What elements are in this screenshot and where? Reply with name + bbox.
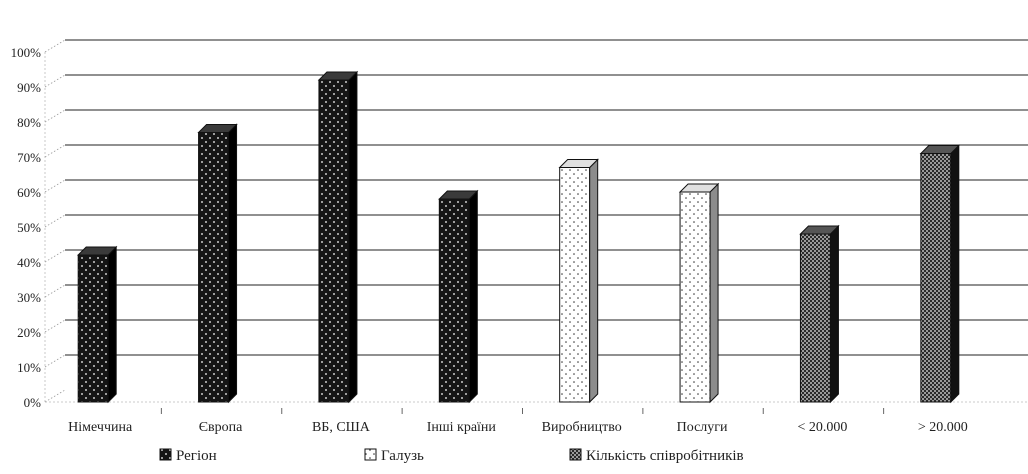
x-tick-label: Інші країни	[427, 420, 497, 435]
bar-front	[799, 233, 831, 403]
bar	[76, 245, 118, 404]
bar-top	[76, 246, 118, 256]
bar-side	[468, 189, 478, 404]
bar-front	[438, 198, 470, 403]
bar	[197, 123, 238, 404]
bar-front	[77, 254, 109, 403]
bar-side	[709, 182, 719, 404]
x-tick-label: > 20.000	[918, 420, 968, 435]
y-tick-label: 80%	[17, 115, 41, 130]
x-tick-label: < 20.000	[797, 420, 847, 435]
bar-front	[920, 153, 952, 403]
legend: Регіон Галузь Кількість співробітників	[159, 448, 744, 464]
bar	[678, 182, 720, 404]
bar-top	[799, 225, 840, 235]
bar-side	[589, 158, 599, 404]
depth-tick	[44, 39, 66, 53]
bar-top	[678, 183, 720, 193]
y-tick-label: 70%	[17, 150, 41, 165]
bar-side	[950, 144, 960, 404]
legend-item: Галузь	[364, 448, 424, 464]
bar-front	[679, 191, 711, 403]
legend-label: Кількість співробітників	[586, 448, 744, 464]
bar-front	[559, 167, 591, 403]
y-tick-label: 50%	[17, 220, 41, 235]
bar-top	[197, 124, 238, 133]
x-tick-label: ВБ, США	[312, 420, 371, 435]
depth-tick	[44, 179, 66, 193]
legend-swatch	[569, 448, 582, 461]
depth-tick	[44, 109, 66, 123]
bar-front	[318, 79, 350, 403]
y-tick-label: 20%	[17, 325, 41, 340]
bar	[438, 189, 479, 404]
x-tick-label: Європа	[199, 420, 243, 435]
bar-front	[198, 132, 230, 403]
y-tick-label: 0%	[24, 395, 42, 410]
depth-tick	[44, 319, 66, 333]
depth-tick	[44, 74, 66, 88]
bar-side	[348, 70, 358, 404]
bars	[76, 70, 961, 404]
x-tick-label: Виробництво	[542, 420, 622, 435]
gridlines	[44, 39, 1028, 403]
depth-tick	[44, 144, 66, 158]
bar-top	[317, 71, 359, 81]
depth-tick	[44, 354, 66, 368]
bar	[317, 70, 359, 404]
y-tick-label: 90%	[17, 80, 41, 95]
y-tick-label: 10%	[17, 360, 41, 375]
bar	[799, 224, 840, 404]
y-tick-label: 100%	[11, 45, 42, 60]
bar-side	[228, 123, 238, 404]
y-tick-label: 40%	[17, 255, 41, 270]
depth-tick	[44, 389, 66, 403]
depth-tick	[44, 284, 66, 298]
bar	[919, 144, 961, 404]
bar-top	[558, 159, 599, 168]
legend-item: Регіон	[159, 448, 217, 464]
x-axis: Німеччина Європа ВБ, США Інші країни Виробни…	[68, 408, 968, 435]
y-tick-label: 30%	[17, 290, 41, 305]
bar	[558, 158, 599, 404]
y-tick-label: 60%	[17, 185, 41, 200]
bar-top	[438, 190, 479, 200]
legend-label: Регіон	[176, 448, 217, 464]
legend-swatch	[364, 448, 377, 461]
bar-top	[919, 145, 961, 154]
legend-swatch	[159, 448, 172, 461]
x-tick-label: Послуги	[677, 420, 728, 435]
legend-item: Кількість співробітників	[569, 448, 744, 464]
bar-side	[107, 245, 117, 404]
bar-side	[829, 224, 839, 404]
depth-tick	[44, 214, 66, 228]
depth-tick	[44, 249, 66, 263]
y-axis: 0% 10% 20% 30% 40% 50% 60% 70% 80% 90% 100%	[11, 45, 1028, 410]
legend-label: Галузь	[381, 448, 424, 464]
x-tick-label: Німеччина	[68, 420, 133, 435]
